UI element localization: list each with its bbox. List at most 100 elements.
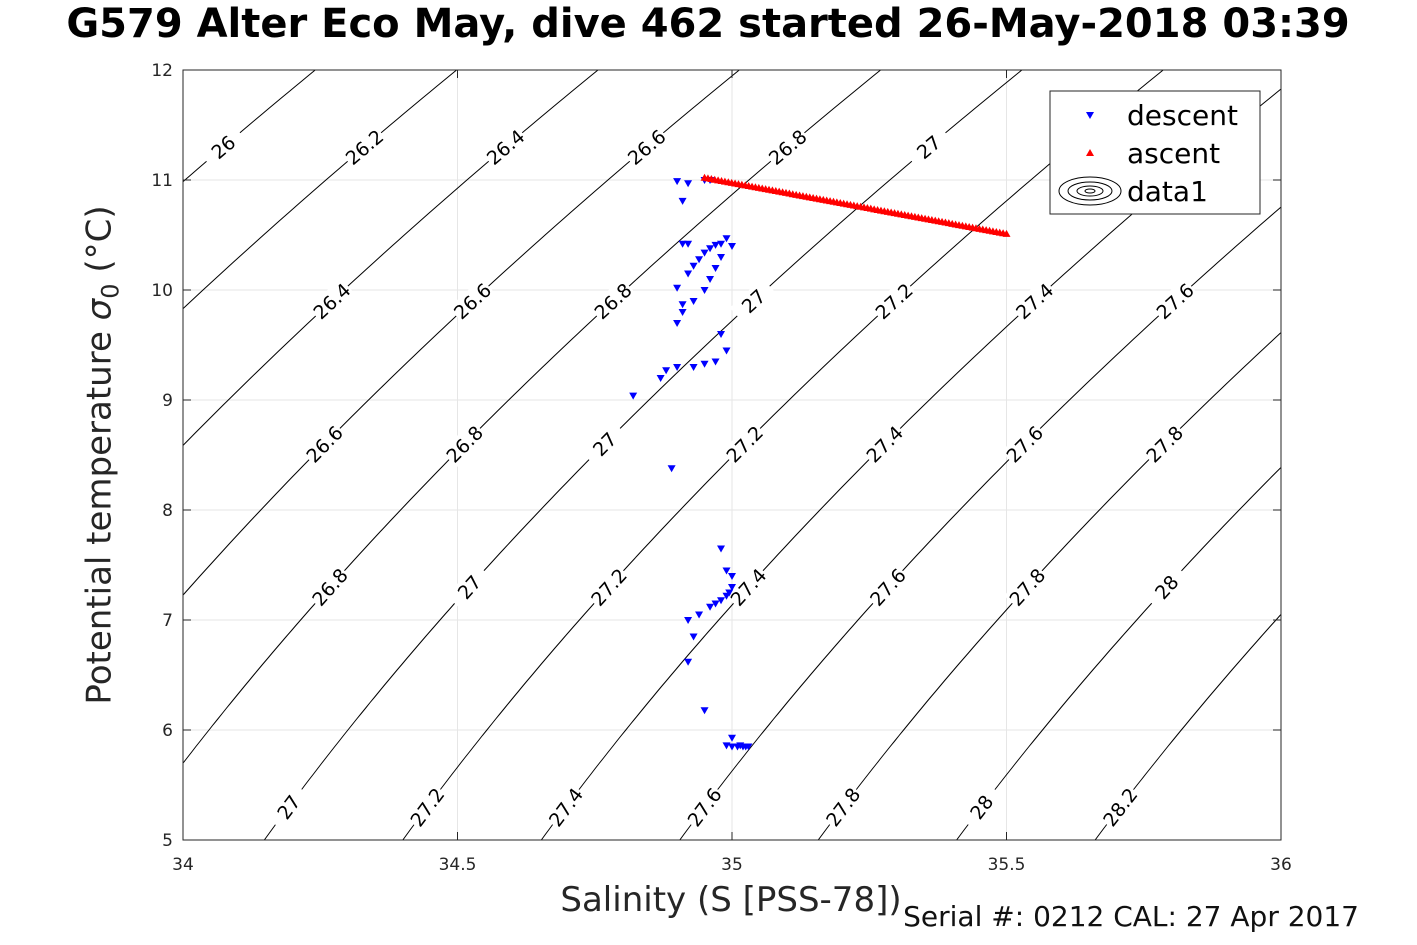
descent-point: [717, 545, 726, 553]
legend-data1-label: data1: [1127, 175, 1208, 208]
legend-ascent-label: ascent: [1127, 137, 1220, 170]
descent-point: [673, 284, 682, 292]
contour-label-bg: [306, 563, 353, 611]
contour-label-bg: [585, 563, 632, 611]
y-tick-label: 12: [151, 61, 173, 81]
contour-label-bg: [622, 124, 671, 170]
legend-descent-marker: [1086, 112, 1094, 119]
descent-point: [711, 241, 720, 249]
descent-point: [662, 367, 671, 375]
descent-point: [736, 742, 745, 750]
contour-label-bg: [448, 277, 496, 325]
contour-label-bg: [861, 420, 908, 468]
contour-label-bg: [725, 563, 772, 611]
descent-point: [684, 240, 693, 248]
descent-point: [706, 276, 715, 283]
descent-point: [717, 331, 726, 338]
descent-point: [684, 270, 693, 278]
descent-point: [700, 287, 709, 294]
y-tick-label: 5: [162, 831, 173, 851]
y-axis-label: Potential temperature σ0 (°C): [80, 205, 125, 704]
descent-point: [706, 603, 715, 611]
y-tick-label: 6: [162, 721, 173, 741]
descent-point: [728, 734, 736, 742]
y-tick-label: 10: [151, 281, 173, 301]
x-tick-label: 34.5: [439, 855, 477, 875]
contour-label-bg: [820, 782, 866, 832]
descent-point: [695, 256, 704, 264]
x-tick-label: 34: [172, 855, 194, 875]
contour-line: [183, 70, 599, 447]
contour-label-bg: [581, 420, 628, 468]
descent-point: [717, 597, 726, 605]
contour-label-bg: [864, 563, 911, 611]
contour-label-bg: [682, 782, 727, 832]
ascent-series: [700, 173, 1011, 237]
descent-point: [678, 197, 687, 205]
descent-point: [695, 611, 704, 619]
descent-point: [656, 375, 665, 382]
contour-label-bg: [1004, 563, 1051, 611]
contour-label-bg: [441, 420, 488, 468]
descent-point: [711, 600, 720, 608]
descent-point: [722, 567, 731, 575]
y-tick-label: 9: [162, 391, 173, 411]
contour-label-bg: [1141, 420, 1188, 468]
contour-label-bg: [446, 563, 493, 611]
contour-label-bg: [959, 782, 1004, 832]
chart-title: G579 Alter Eco May, dive 462 started 26-…: [66, 1, 1350, 47]
contour-line: [183, 70, 458, 310]
contour-label-bg: [729, 278, 778, 324]
descent-point: [711, 265, 720, 272]
legend-ascent-marker: [1086, 149, 1094, 156]
descent-point: [684, 658, 693, 666]
descent-point: [689, 364, 698, 371]
y-axis-ticks: 5 6 7 8 9 10 11 12: [151, 61, 1281, 851]
descent-point: [728, 584, 736, 591]
descent-point: [728, 573, 736, 580]
contour-label-bg: [1151, 278, 1199, 324]
legend-contour-icon: [1058, 176, 1122, 206]
contour-label-bg: [481, 124, 530, 170]
y-tick-label: 11: [151, 171, 173, 191]
y-axis-label-subscript: 0: [96, 283, 125, 299]
contour-label-bg: [1143, 563, 1190, 611]
descent-point: [728, 743, 736, 751]
descent-point: [629, 392, 638, 400]
contour-label-bg: [870, 278, 918, 324]
x-axis-label: Salinity (S [PSS-78]): [560, 880, 902, 920]
contour-line: [955, 466, 1281, 840]
descent-point: [684, 617, 693, 624]
serial-calibration-note: Serial #: 0212 CAL: 27 Apr 2017: [903, 900, 1359, 933]
x-tick-label: 36: [1270, 855, 1292, 875]
descent-point: [673, 364, 682, 371]
x-tick-label: 35.5: [988, 855, 1026, 875]
descent-point: [717, 254, 726, 261]
descent-point: [706, 245, 715, 253]
descent-point: [717, 240, 726, 248]
descent-point: [689, 298, 698, 305]
descent-point: [728, 243, 736, 250]
contour-label-bg: [904, 124, 953, 170]
contour-label-bg: [721, 420, 768, 468]
contour-label-bg: [763, 124, 812, 170]
descent-point: [722, 347, 731, 355]
contour-label-bg: [199, 124, 248, 170]
descent-point: [673, 320, 682, 327]
y-axis-label-symbol: σ: [79, 298, 120, 321]
contour-line: [1094, 613, 1281, 840]
descent-point: [722, 235, 731, 243]
descent-series: [629, 177, 753, 751]
descent-point: [667, 465, 676, 473]
y-tick-label: 7: [162, 611, 173, 631]
descent-point: [689, 633, 698, 641]
legend: descent ascent data1: [1049, 90, 1261, 215]
descent-point: [673, 178, 682, 186]
contour-label-bg: [301, 420, 348, 468]
descent-point: [700, 707, 709, 715]
contour-label-bg: [543, 782, 588, 832]
descent-point: [700, 249, 709, 257]
descent-point: [678, 240, 687, 248]
descent-point: [741, 743, 750, 751]
contour-label-bg: [589, 278, 637, 324]
